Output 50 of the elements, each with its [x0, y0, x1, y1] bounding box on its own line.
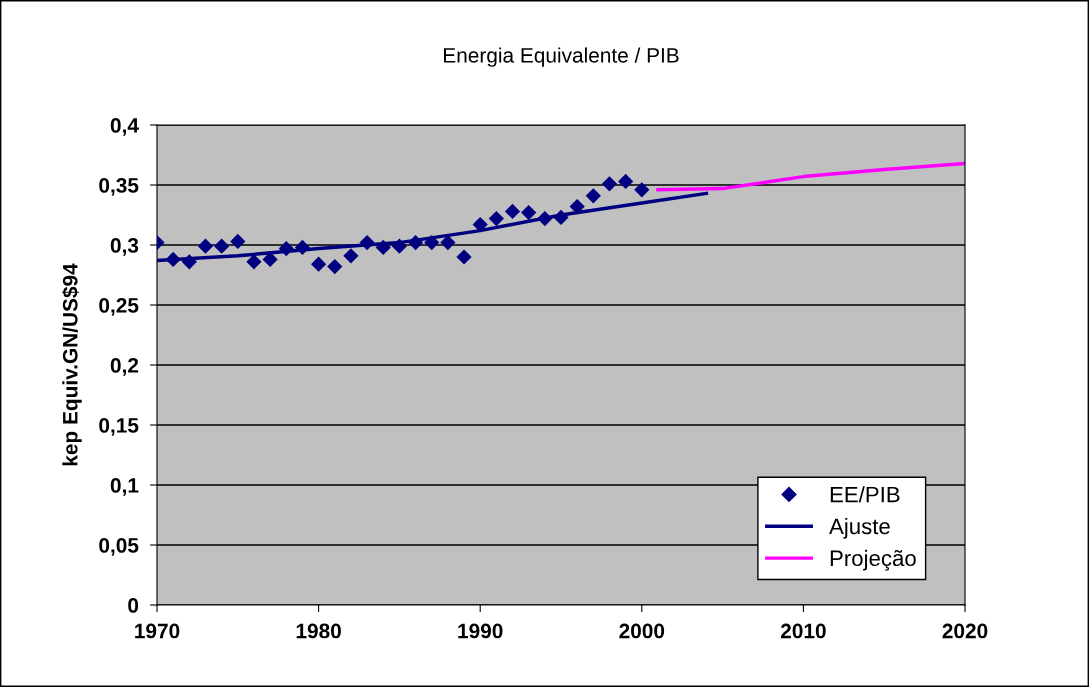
point [359, 234, 375, 251]
line-series [656, 161, 965, 192]
point [537, 210, 553, 227]
point [585, 188, 601, 204]
legend-label: Projeção [830, 549, 916, 571]
point [424, 234, 440, 251]
point [569, 198, 585, 215]
point [440, 234, 456, 251]
y-tick-label: 0,1 [110, 478, 139, 496]
point [294, 239, 311, 256]
point [327, 258, 343, 275]
point [165, 251, 181, 268]
x-tick-label: 1980 [296, 623, 341, 639]
point [456, 249, 472, 265]
y-tick-label: 0,4 [110, 118, 139, 136]
point [375, 239, 391, 256]
x-tick-label: 1970 [135, 623, 180, 639]
y-tick-label: 0 [128, 598, 139, 613]
point [391, 238, 408, 254]
x-tick-label: 2020 [942, 623, 988, 639]
y-tick-label: 0,25 [99, 298, 139, 316]
x-tick-label: 2000 [619, 623, 665, 639]
x-tick-label: 1990 [458, 623, 503, 639]
point [197, 238, 214, 254]
point [553, 209, 569, 226]
point [601, 176, 618, 192]
point [181, 254, 197, 270]
chart-title: Energia Equivalente / PIB [444, 47, 679, 67]
point [521, 204, 537, 221]
x-tick-label: 2010 [780, 623, 826, 639]
legend-label: Ajuste [829, 517, 890, 539]
legend-label: EE/PIB [830, 486, 900, 503]
point [488, 210, 504, 227]
y-tick-label: 0,35 [99, 178, 139, 196]
point [278, 240, 294, 257]
point [310, 256, 327, 272]
y-tick-label: 0,05 [99, 538, 139, 556]
point [618, 173, 634, 190]
point [472, 216, 488, 233]
point [634, 182, 650, 198]
point [246, 254, 262, 270]
point [407, 234, 424, 251]
y-tick-label: 0,2 [110, 358, 139, 376]
point [343, 248, 359, 264]
y-tick-label: 0,3 [110, 238, 139, 256]
point [230, 233, 246, 250]
y-tick-label: 0,15 [99, 418, 139, 436]
point [504, 203, 521, 220]
point [214, 238, 230, 254]
y-axis-title: kep Equiv.GN/US$94 [61, 263, 82, 466]
